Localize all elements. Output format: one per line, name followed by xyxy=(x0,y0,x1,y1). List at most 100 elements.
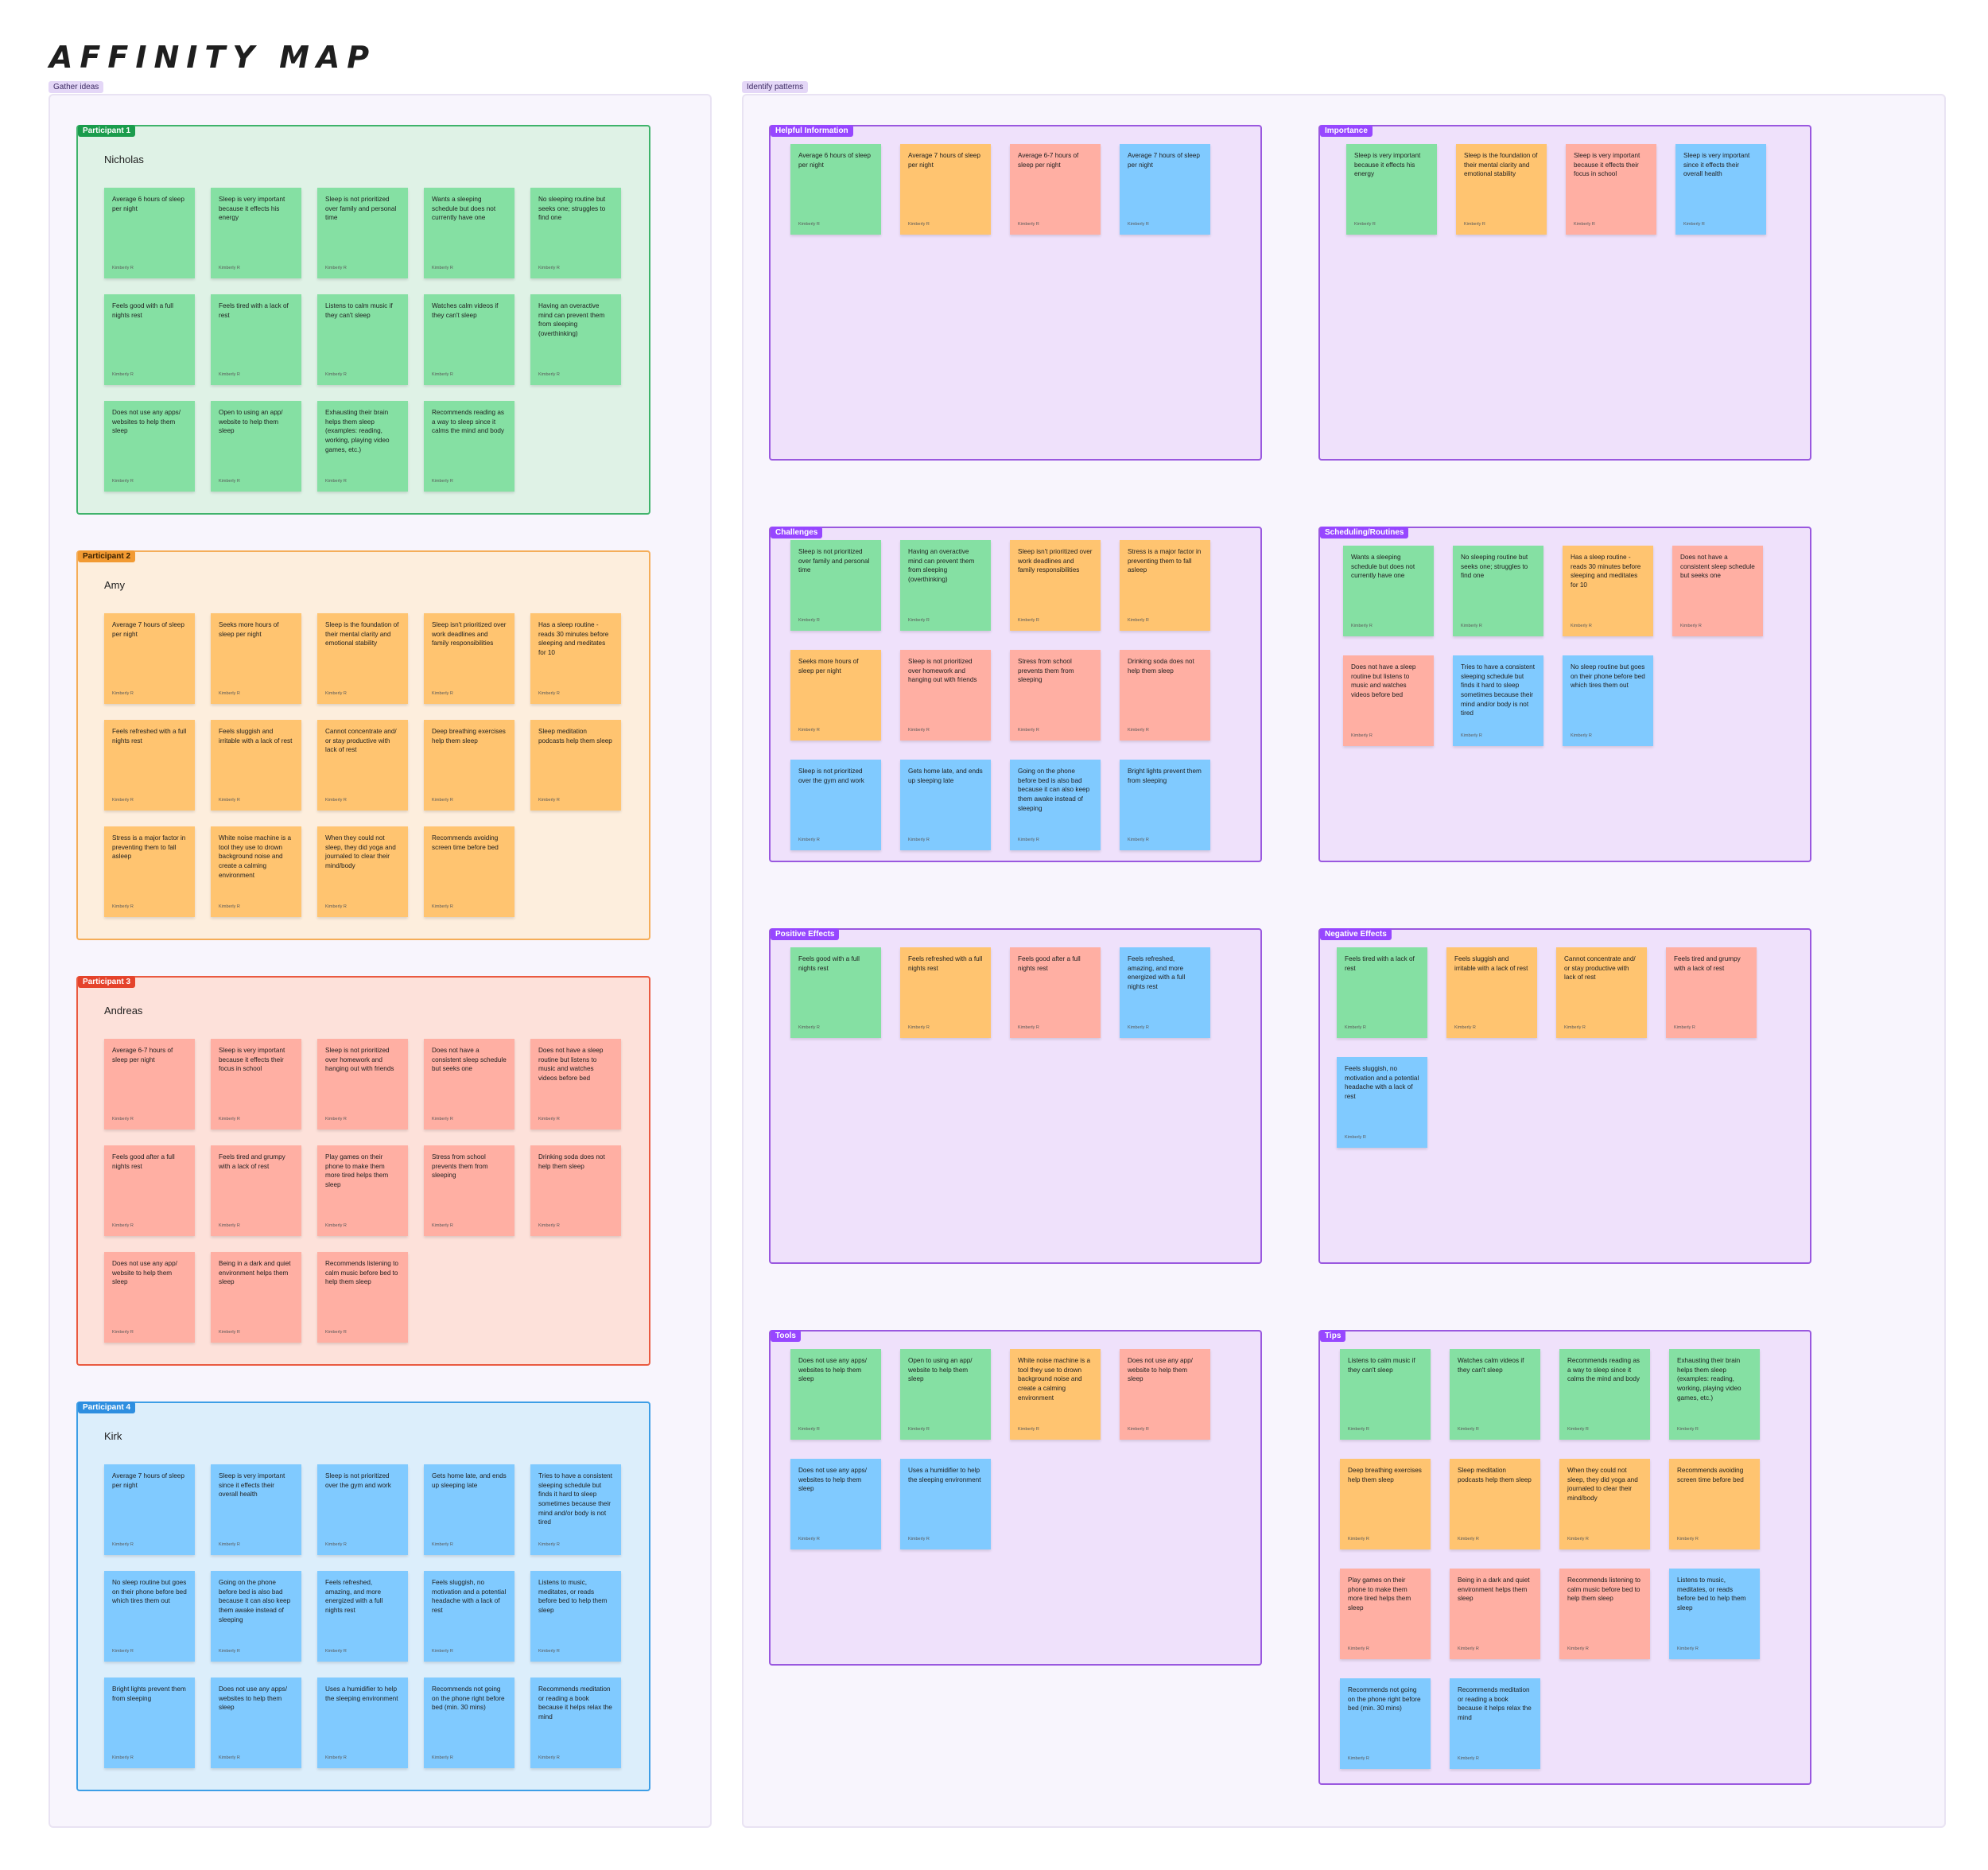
sticky-note[interactable]: Sleep is the foundation of their mental … xyxy=(1456,144,1547,235)
category-frame-challenges[interactable]: Challenges Sleep is not prioritized over … xyxy=(769,527,1262,862)
sticky-note[interactable]: Sleep is not prioritized over the gym an… xyxy=(790,760,881,850)
sticky-note[interactable]: Feels refreshed, amazing, and more energ… xyxy=(317,1571,408,1662)
sticky-note[interactable]: Average 7 hours of sleep per night Kimber… xyxy=(104,1464,195,1555)
sticky-note[interactable]: Feels tired with a lack of rest Kimberly … xyxy=(1337,947,1427,1038)
sticky-note[interactable]: Average 6-7 hours of sleep per night Kimb… xyxy=(1010,144,1101,235)
sticky-note[interactable]: Being in a dark and quiet environment he… xyxy=(1450,1569,1540,1659)
sticky-note[interactable]: Recommends meditation or reading a book … xyxy=(530,1678,621,1768)
sticky-note[interactable]: Stress is a major factor in preventing t… xyxy=(1120,540,1210,631)
sticky-note[interactable]: Uses a humidifier to help the sleeping e… xyxy=(900,1459,991,1549)
sticky-note[interactable]: Stress from school prevents them from sl… xyxy=(1010,650,1101,741)
sticky-note[interactable]: Feels sluggish and irritable with a lack… xyxy=(1446,947,1537,1038)
sticky-note[interactable]: Feels good with a full nights rest Kimber… xyxy=(104,294,195,385)
sticky-note[interactable]: Average 7 hours of sleep per night Kimber… xyxy=(1120,144,1210,235)
sticky-note[interactable]: Average 6 hours of sleep per night Kimber… xyxy=(104,188,195,278)
sticky-note[interactable]: Feels good after a full nights rest Kimbe… xyxy=(1010,947,1101,1038)
sticky-note[interactable]: Does not have a consistent sleep schedul… xyxy=(424,1039,514,1129)
sticky-note[interactable]: Recommends listening to calm music befor… xyxy=(317,1252,408,1343)
sticky-note[interactable]: Sleep is very important since it effects… xyxy=(211,1464,301,1555)
category-frame-positive-effects[interactable]: Positive Effects Feels good with a full n… xyxy=(769,928,1262,1264)
sticky-note[interactable]: Open to using an app/ website to help th… xyxy=(211,401,301,492)
sticky-note[interactable]: Watches calm videos if they can't sleep K… xyxy=(1450,1349,1540,1440)
sticky-note[interactable]: Sleep is not prioritized over homework a… xyxy=(317,1039,408,1129)
sticky-note[interactable]: Feels good with a full nights rest Kimber… xyxy=(790,947,881,1038)
sticky-note[interactable]: White noise machine is a tool they use t… xyxy=(211,826,301,917)
sticky-note[interactable]: Listens to calm music if they can't slee… xyxy=(317,294,408,385)
sticky-note[interactable]: Feels tired and grumpy with a lack of re… xyxy=(1666,947,1757,1038)
sticky-note[interactable]: Average 7 hours of sleep per night Kimber… xyxy=(104,613,195,704)
sticky-note[interactable]: No sleeping routine but seeks one; strug… xyxy=(1453,546,1543,636)
sticky-note[interactable]: Listens to music, meditates, or reads be… xyxy=(1669,1569,1760,1659)
participant-frame-kirk[interactable]: Participant 4 Kirk Average 7 hours of slee… xyxy=(76,1402,650,1791)
sticky-note[interactable]: Having an overactive mind can prevent th… xyxy=(900,540,991,631)
sticky-note[interactable]: Does not have a sleep routine but listen… xyxy=(1343,655,1434,746)
sticky-note[interactable]: Listens to calm music if they can't slee… xyxy=(1340,1349,1431,1440)
sticky-note[interactable]: Uses a humidifier to help the sleeping e… xyxy=(317,1678,408,1768)
sticky-note[interactable]: Deep breathing exercises help them sleep… xyxy=(424,720,514,811)
sticky-note[interactable]: Average 6 hours of sleep per night Kimber… xyxy=(790,144,881,235)
sticky-note[interactable]: Play games on their phone to make them m… xyxy=(1340,1569,1431,1659)
sticky-note[interactable]: Tries to have a consistent sleeping sche… xyxy=(530,1464,621,1555)
sticky-note[interactable]: Bright lights prevent them from sleeping… xyxy=(104,1678,195,1768)
sticky-note[interactable]: Does not use any app/ website to help th… xyxy=(104,1252,195,1343)
sticky-note[interactable]: Cannot concentrate and/ or stay producti… xyxy=(317,720,408,811)
sticky-note[interactable]: Having an overactive mind can prevent th… xyxy=(530,294,621,385)
sticky-note[interactable]: Stress is a major factor in preventing t… xyxy=(104,826,195,917)
sticky-note[interactable]: Gets home late, and ends up sleeping lat… xyxy=(900,760,991,850)
sticky-note[interactable]: Deep breathing exercises help them sleep… xyxy=(1340,1459,1431,1549)
sticky-note[interactable]: Recommends not going on the phone right … xyxy=(424,1678,514,1768)
sticky-note[interactable]: Drinking soda does not help them sleep Ki… xyxy=(1120,650,1210,741)
sticky-note[interactable]: Does not use any apps/ websites to help … xyxy=(104,401,195,492)
sticky-note[interactable]: Does not have a sleep routine but listen… xyxy=(530,1039,621,1129)
sticky-note[interactable]: Sleep meditation podcasts help them slee… xyxy=(530,720,621,811)
sticky-note[interactable]: Tries to have a consistent sleeping sche… xyxy=(1453,655,1543,746)
sticky-note[interactable]: Does not use any apps/ websites to help … xyxy=(790,1459,881,1549)
participant-frame-amy[interactable]: Participant 2 Amy Average 7 hours of sleep… xyxy=(76,550,650,940)
sticky-note[interactable]: Recommends reading as a way to sleep sin… xyxy=(1559,1349,1650,1440)
sticky-note[interactable]: Open to using an app/ website to help th… xyxy=(900,1349,991,1440)
sticky-note[interactable]: Average 6-7 hours of sleep per night Kimb… xyxy=(104,1039,195,1129)
sticky-note[interactable]: Exhausting their brain helps them sleep … xyxy=(1669,1349,1760,1440)
sticky-note[interactable]: Cannot concentrate and/ or stay producti… xyxy=(1556,947,1647,1038)
sticky-note[interactable]: Gets home late, and ends up sleeping lat… xyxy=(424,1464,514,1555)
sticky-note[interactable]: Recommends not going on the phone right … xyxy=(1340,1678,1431,1769)
sticky-note[interactable]: Sleep is not prioritized over family and… xyxy=(790,540,881,631)
sticky-note[interactable]: Feels refreshed with a full nights rest K… xyxy=(104,720,195,811)
sticky-note[interactable]: Exhausting their brain helps them sleep … xyxy=(317,401,408,492)
sticky-note[interactable]: Sleep is very important because it effec… xyxy=(211,188,301,278)
sticky-note[interactable]: Sleep is very important because it effec… xyxy=(211,1039,301,1129)
sticky-note[interactable]: Feels sluggish and irritable with a lack… xyxy=(211,720,301,811)
category-frame-helpful-information[interactable]: Helpful Information Average 6 hours of sl… xyxy=(769,125,1262,461)
category-frame-importance[interactable]: Importance Sleep is very important becaus… xyxy=(1318,125,1811,461)
sticky-note[interactable]: Wants a sleeping schedule but does not c… xyxy=(424,188,514,278)
sticky-note[interactable]: Drinking soda does not help them sleep Ki… xyxy=(530,1145,621,1236)
sticky-note[interactable]: Feels good after a full nights rest Kimbe… xyxy=(104,1145,195,1236)
sticky-note[interactable]: Feels sluggish, no motivation and a pote… xyxy=(1337,1057,1427,1148)
sticky-note[interactable]: Sleep is not prioritized over homework a… xyxy=(900,650,991,741)
sticky-note[interactable]: Does not use any apps/ websites to help … xyxy=(211,1678,301,1768)
sticky-note[interactable]: No sleeping routine but seeks one; strug… xyxy=(530,188,621,278)
category-frame-scheduling-routines[interactable]: Scheduling/Routines Wants a sleeping sche… xyxy=(1318,527,1811,862)
sticky-note[interactable]: Feels sluggish, no motivation and a pote… xyxy=(424,1571,514,1662)
sticky-note[interactable]: No sleep routine but goes on their phone… xyxy=(1563,655,1653,746)
category-frame-tools[interactable]: Tools Does not use any apps/ websites to … xyxy=(769,1330,1262,1666)
sticky-note[interactable]: When they could not sleep, they did yoga… xyxy=(1559,1459,1650,1549)
sticky-note[interactable]: Sleep is not prioritized over family and… xyxy=(317,188,408,278)
sticky-note[interactable]: Recommends avoiding screen time before b… xyxy=(1669,1459,1760,1549)
participant-frame-nicholas[interactable]: Participant 1 Nicholas Average 6 hours of … xyxy=(76,125,650,515)
sticky-note[interactable]: Seeks more hours of sleep per night Kimbe… xyxy=(211,613,301,704)
sticky-note[interactable]: Average 7 hours of sleep per night Kimber… xyxy=(900,144,991,235)
category-frame-negative-effects[interactable]: Negative Effects Feels tired with a lack … xyxy=(1318,928,1811,1264)
sticky-note[interactable]: Sleep is very important because it effec… xyxy=(1566,144,1656,235)
sticky-note[interactable]: Recommends listening to calm music befor… xyxy=(1559,1569,1650,1659)
participant-frame-andreas[interactable]: Participant 3 Andreas Average 6-7 hours of… xyxy=(76,976,650,1366)
sticky-note[interactable]: Recommends meditation or reading a book … xyxy=(1450,1678,1540,1769)
sticky-note[interactable]: Sleep isn't prioritized over work deadli… xyxy=(1010,540,1101,631)
category-frame-tips[interactable]: Tips Listens to calm music if they can't … xyxy=(1318,1330,1811,1785)
sticky-note[interactable]: Seeks more hours of sleep per night Kimbe… xyxy=(790,650,881,741)
sticky-note[interactable]: Has a sleep routine - reads 30 minutes b… xyxy=(530,613,621,704)
sticky-note[interactable]: White noise machine is a tool they use t… xyxy=(1010,1349,1101,1440)
sticky-note[interactable]: Feels refreshed, amazing, and more energ… xyxy=(1120,947,1210,1038)
sticky-note[interactable]: Sleep is not prioritized over the gym an… xyxy=(317,1464,408,1555)
sticky-note[interactable]: Does not have a consistent sleep schedul… xyxy=(1672,546,1763,636)
